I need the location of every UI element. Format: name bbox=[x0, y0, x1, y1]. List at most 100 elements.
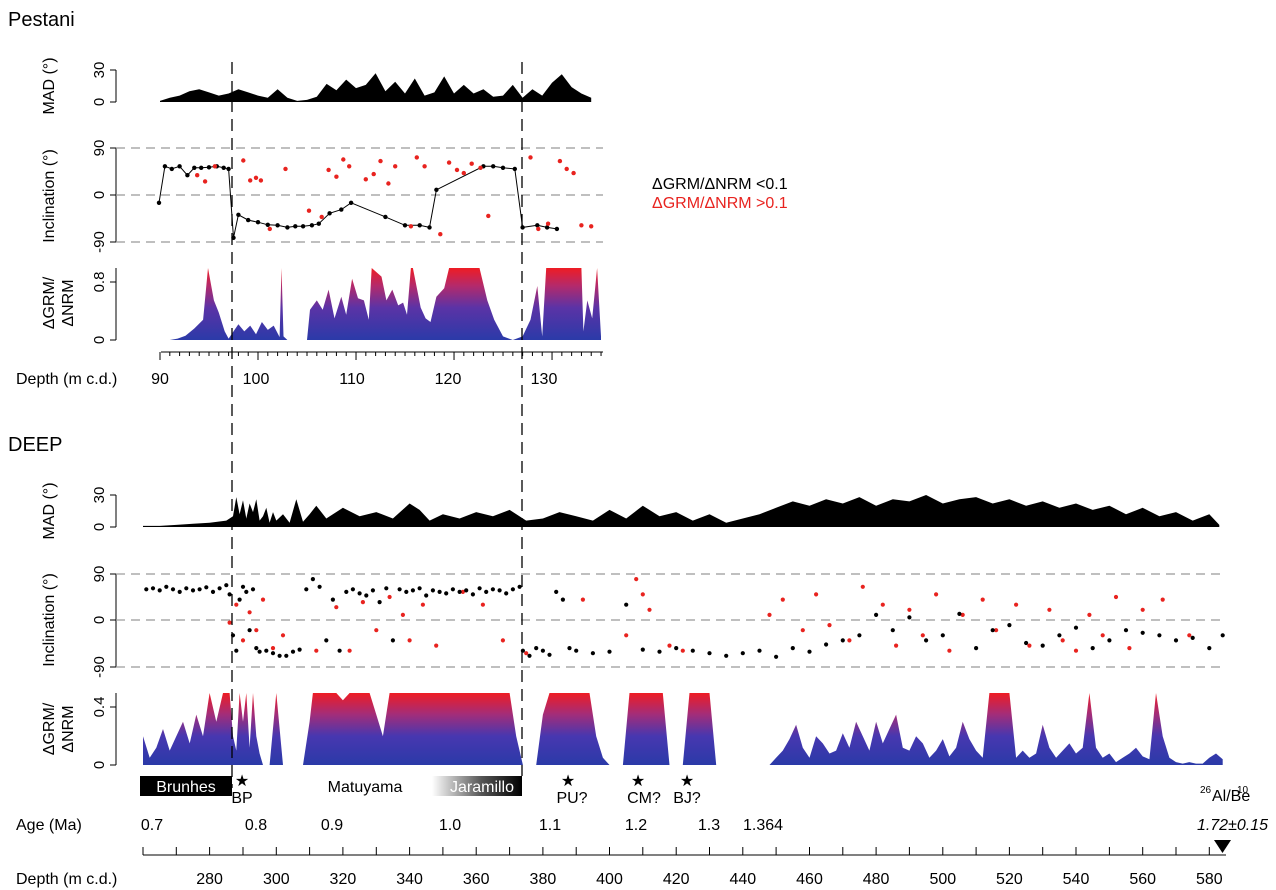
deep-inclination-point-low bbox=[857, 633, 862, 638]
deep-inclination-point-low bbox=[350, 587, 355, 592]
deep-inclination-point-low bbox=[990, 628, 995, 633]
pestani-inclination-point-low bbox=[348, 200, 354, 205]
pestani-ratio-area bbox=[150, 268, 601, 340]
deep-inclination-point-low bbox=[217, 586, 222, 591]
deep-mad-yaxis: 30 0 bbox=[91, 487, 117, 531]
deep-inclination-point-high bbox=[400, 612, 405, 618]
deep-inclination-point-low bbox=[304, 587, 309, 592]
deep-inclination-point-high bbox=[420, 602, 425, 607]
deep-inclination-point-low bbox=[624, 602, 629, 607]
deep-inclination-point-low bbox=[1057, 633, 1062, 638]
deep-inclination-point-low bbox=[254, 646, 259, 651]
deep-inclination-point-low bbox=[444, 591, 449, 596]
deep-inclination-point-low bbox=[907, 615, 912, 620]
deep-inclination-label: Inclination (°) bbox=[41, 573, 58, 667]
pestani-inc-tick-0: 0 bbox=[91, 191, 108, 199]
pestani-inclination-point-high bbox=[571, 170, 576, 176]
pestani-inclination-point-high bbox=[536, 226, 541, 232]
pestani-inclination-point-low bbox=[265, 222, 270, 227]
deep-inclination-point-high bbox=[1113, 594, 1119, 600]
star-icon: ★ bbox=[680, 773, 694, 790]
deep-mad-tick-0: 0 bbox=[91, 523, 108, 531]
deep-inclination-point-low bbox=[317, 584, 322, 589]
legend: ΔGRM/ΔNRM <0.1 ΔGRM/ΔNRM >0.1 bbox=[652, 176, 788, 212]
deep-inclination-point-high bbox=[960, 612, 965, 618]
pestani-depth-tick-100: 100 bbox=[243, 371, 270, 388]
pestani-inclination-yaxis: 90 0 -90 bbox=[91, 140, 117, 253]
deep-depth-tick-label: 500 bbox=[929, 871, 956, 888]
deep-inclination-point-low bbox=[404, 589, 409, 595]
deep-inclination-point-high bbox=[234, 602, 239, 607]
deep-inclination-point-low bbox=[1207, 646, 1212, 651]
deep-inclination-point-low bbox=[607, 649, 612, 654]
pestani-inclination-point-high bbox=[545, 221, 551, 226]
deep-inclination-point-low bbox=[370, 588, 375, 593]
deep-inclination-point-low bbox=[1107, 638, 1112, 643]
pestani-inclination-point-high bbox=[347, 164, 352, 169]
deep-inclination-point-low bbox=[574, 648, 579, 653]
deep-inclination-point-low bbox=[504, 591, 509, 596]
age-axis: Age (Ma) 0.7 0.8 0.9 1.0 1.1 1.2 1.3 1.3… bbox=[16, 817, 783, 834]
deep-inclination-point-high bbox=[994, 628, 999, 633]
pestani-inclination-point-high bbox=[393, 164, 398, 169]
pestani-inclination-point-low bbox=[221, 165, 226, 170]
age-tick-1.3: 1.3 bbox=[698, 817, 720, 834]
age-tick-1.2: 1.2 bbox=[625, 817, 647, 834]
pestani-inclination-point-low bbox=[300, 224, 306, 229]
age-tick-0.7: 0.7 bbox=[141, 817, 163, 834]
deep-inclination-point-low bbox=[640, 647, 645, 652]
pestani-inclination-point-high bbox=[386, 181, 391, 186]
pestani-inclination-point-low bbox=[156, 200, 162, 205]
deep-inclination-point-high bbox=[947, 648, 952, 653]
deep-inclination-point-high bbox=[1127, 646, 1132, 651]
deep-depth-tick-label: 340 bbox=[396, 871, 423, 888]
deep-inclination-point-high bbox=[647, 607, 652, 612]
deep-inclination-point-low bbox=[264, 648, 269, 653]
deep-depth-tick-label: 560 bbox=[1129, 871, 1156, 888]
deep-reference-lines bbox=[116, 573, 1226, 668]
pestani-inclination-point-high bbox=[341, 157, 346, 162]
deep-inclination-point-low bbox=[337, 648, 342, 653]
event-cm: ★ CM? bbox=[627, 773, 661, 807]
pestani-inclination-point-high bbox=[461, 170, 466, 176]
jaramillo-chron-bar bbox=[432, 776, 522, 796]
burial-age-sup-10: 10 bbox=[1237, 785, 1249, 796]
deep-inclination-point-low bbox=[707, 651, 712, 656]
pestani-inclination-point-high bbox=[579, 223, 584, 228]
deep-inclination-point-low bbox=[210, 589, 216, 595]
deep-inclination-point-low bbox=[227, 592, 232, 597]
pestani-inclination-point-low bbox=[255, 220, 261, 225]
deep-inclination-point-low bbox=[237, 597, 242, 602]
deep-inclination-point-high bbox=[524, 651, 529, 656]
pestani-inclination-point-low bbox=[285, 225, 290, 230]
deep-inclination-point-low bbox=[240, 584, 246, 589]
deep-ratio-tick-04: 0.4 bbox=[91, 697, 108, 718]
deep-inclination-point-low bbox=[1157, 633, 1162, 638]
deep-inclination-point-low bbox=[1024, 640, 1029, 646]
pestani-inclination-point-high bbox=[241, 158, 246, 163]
deep-inc-tick-90: 90 bbox=[91, 566, 108, 583]
deep-inclination-point-low bbox=[1220, 633, 1225, 638]
deep-inclination-point-low bbox=[1073, 625, 1079, 630]
deep-inclination-point-low bbox=[204, 585, 209, 590]
pestani-inclination-points bbox=[156, 155, 594, 240]
pestani-inclination-point-low bbox=[177, 164, 182, 169]
deep-inclination-point-low bbox=[757, 648, 762, 653]
pestani-inclination-point-low bbox=[383, 214, 388, 220]
deep-inclination-point-high bbox=[260, 597, 266, 602]
pestani-depth-label: Depth (m c.d.) bbox=[16, 371, 117, 388]
deep-inclination-point-low bbox=[1007, 623, 1012, 628]
deep-inclination-point-low bbox=[774, 654, 779, 659]
deep-ratio-area bbox=[143, 693, 1223, 765]
pestani-inclination-point-low bbox=[192, 165, 197, 170]
star-icon: ★ bbox=[235, 773, 249, 790]
pestani-inclination-point-high bbox=[371, 171, 376, 177]
deep-inclination-point-low bbox=[250, 587, 256, 592]
deep-inclination-point-low bbox=[344, 589, 349, 595]
deep-inclination-point-high bbox=[640, 592, 645, 597]
deep-inclination-point-low bbox=[1140, 630, 1145, 635]
deep-mad-area bbox=[143, 495, 1220, 527]
deep-inclination-point-high bbox=[334, 605, 339, 610]
pestani-inclination-point-high bbox=[589, 224, 594, 229]
pestani-inclination-point-low bbox=[554, 226, 560, 232]
